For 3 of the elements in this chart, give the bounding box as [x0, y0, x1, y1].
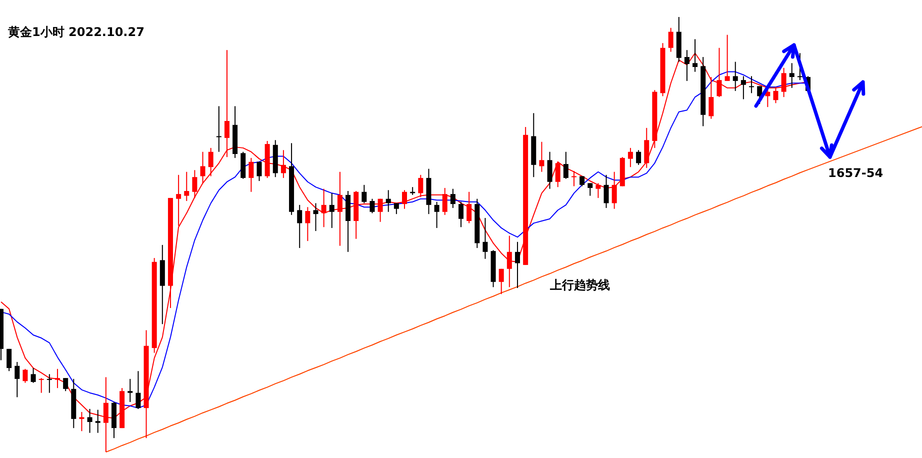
text: 黄金1小时 2022.10.27 [7, 25, 144, 39]
annotation: 上行趋势线 [549, 278, 610, 292]
text: 1657-54 [828, 166, 884, 180]
